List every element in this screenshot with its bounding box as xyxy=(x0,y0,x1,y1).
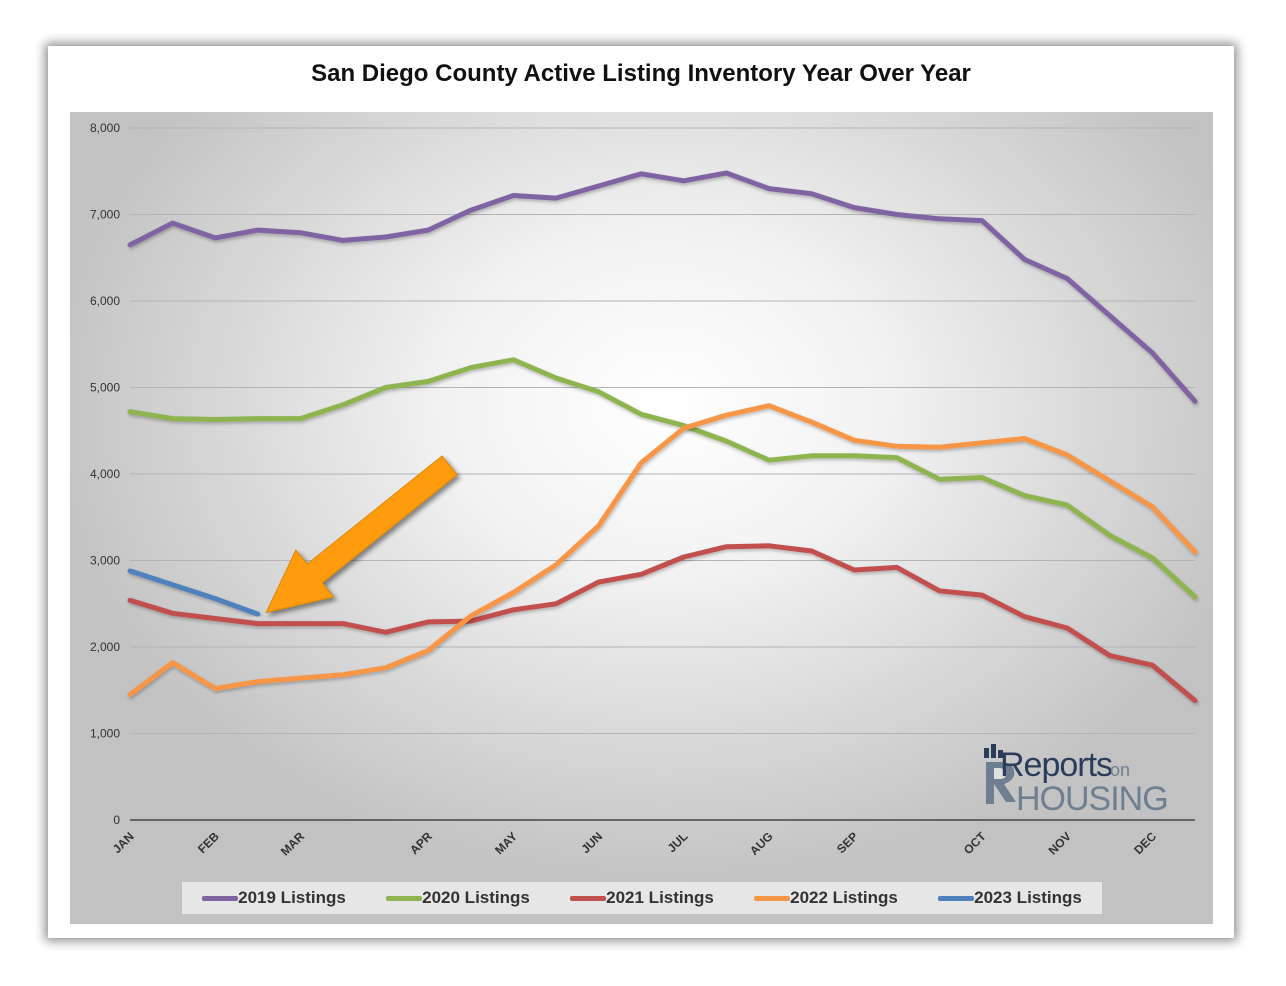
y-tick-label: 3,000 xyxy=(90,554,120,568)
y-tick-label: 0 xyxy=(113,813,120,827)
series-line-2020 xyxy=(127,357,1198,600)
reports-on-housing-logo: Reports on HOUSING xyxy=(978,742,1188,820)
series-line-2021 xyxy=(127,543,1198,704)
legend-swatch xyxy=(386,895,423,901)
x-tick-label-may: MAY xyxy=(492,829,520,857)
legend-item-2020: 2020 Listings xyxy=(386,888,530,908)
legend-item-2019: 2019 Listings xyxy=(202,888,346,908)
y-tick-label: 7,000 xyxy=(90,208,120,222)
x-tick-label-jul: JUL xyxy=(665,829,691,855)
annotation-layer xyxy=(265,455,458,614)
chart-legend: 2019 Listings 2020 Listings 2021 Listings 2… xyxy=(182,882,1102,914)
chart-svg: 0 1,000 2,000 3,000 4,000 5,000 6,000 7,000 8,00… xyxy=(90,121,1198,859)
x-tick-label-aug: AUG xyxy=(747,829,776,858)
x-tick-label-nov: NOV xyxy=(1046,829,1074,857)
legend-item-2021: 2021 Listings xyxy=(570,888,714,908)
y-tick-label: 6,000 xyxy=(90,294,120,308)
x-tick-label-jun: JUN xyxy=(578,829,605,856)
series-line-2023 xyxy=(127,568,261,617)
x-tick-label-jan: JAN xyxy=(110,829,137,856)
legend-label: 2022 Listings xyxy=(790,888,898,907)
logo-mark-icon xyxy=(984,744,1016,804)
x-tick-label-dec: DEC xyxy=(1131,829,1159,857)
legend-swatch xyxy=(754,895,791,901)
y-tick-label: 8,000 xyxy=(90,121,120,135)
x-tick-label-oct: OCT xyxy=(961,829,989,857)
logo-reports-text: Reports xyxy=(1000,746,1113,784)
chart-title: San Diego County Active Listing Inventor… xyxy=(311,60,971,87)
series-line-2022 xyxy=(127,403,1198,698)
y-tick-label: 5,000 xyxy=(90,381,120,395)
legend-swatch xyxy=(938,895,975,901)
legend-label: 2019 Listings xyxy=(238,888,346,907)
legend-label: 2020 Listings xyxy=(422,888,530,907)
chart-card: San Diego County Active Listing Inventor… xyxy=(48,46,1234,938)
legend-swatch xyxy=(570,895,607,901)
logo-on-text: on xyxy=(1110,760,1131,780)
plot-panel: 0 1,000 2,000 3,000 4,000 5,000 6,000 7,000 8,00… xyxy=(70,112,1213,924)
series-line-2019 xyxy=(127,170,1198,404)
annotation-arrow-icon xyxy=(265,455,458,614)
x-tick-label-feb: FEB xyxy=(195,829,222,856)
legend-item-2022: 2022 Listings xyxy=(754,888,898,908)
x-tick-label-apr: APR xyxy=(407,829,435,857)
y-tick-label: 4,000 xyxy=(90,467,120,481)
x-tick-label-mar: MAR xyxy=(278,829,307,858)
legend-swatch xyxy=(202,895,239,901)
x-tick-label-sep: SEP xyxy=(834,829,861,856)
series-layer xyxy=(127,170,1198,704)
grid-layer xyxy=(130,127,1195,821)
legend-item-2023: 2023 Listings xyxy=(938,888,1082,908)
y-tick-label: 2,000 xyxy=(90,640,120,654)
logo-housing-text: HOUSING xyxy=(1016,780,1169,818)
legend-label: 2023 Listings xyxy=(974,888,1082,907)
legend-label: 2021 Listings xyxy=(606,888,714,907)
y-tick-label: 1,000 xyxy=(90,727,120,741)
